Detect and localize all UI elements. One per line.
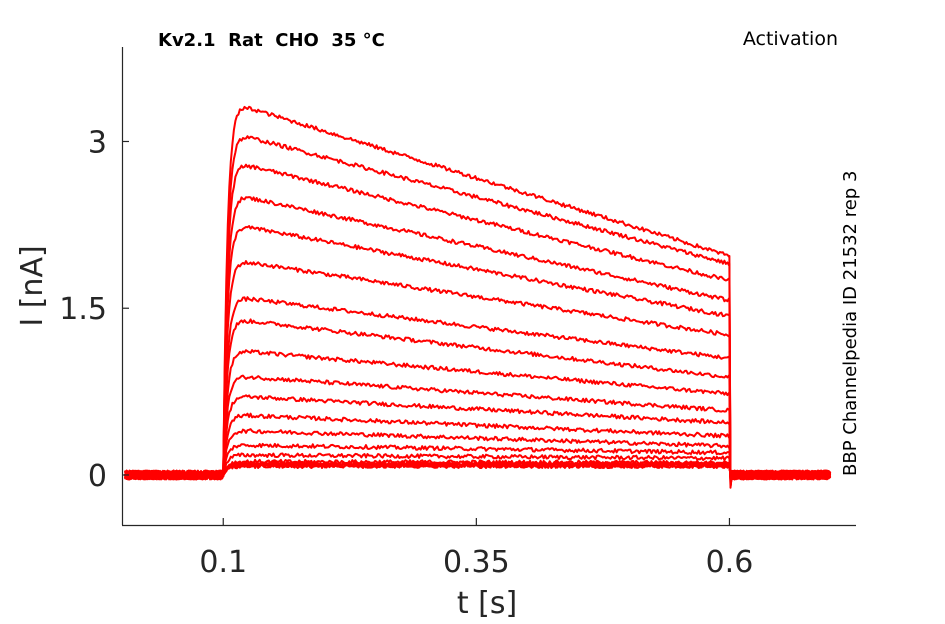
y-tick-label: 1.5 [59,292,107,327]
sweep-trace-15 [124,318,832,485]
traces-group [124,105,832,489]
y-tick-label: 3 [88,125,107,160]
sweep-trace-11 [124,412,831,482]
chart-title: Kv2.1 Rat CHO 35 °C [158,30,385,51]
x-tick-label: 0.6 [706,545,754,580]
sweep-trace-17 [124,260,832,486]
x-axis-label: t [s] [457,586,517,621]
protocol-label: Activation [743,28,838,50]
sweep-trace-16 [124,296,832,486]
sweep-trace-13 [124,374,832,484]
sweep-trace-20 [124,163,832,488]
sweep-trace-12 [124,394,832,483]
source-label: BBP Channelpedia ID 21532 rep 3 [840,171,861,476]
x-tick-label: 0.1 [199,545,247,580]
sweep-trace-14 [124,349,831,484]
y-axis-label: I [nA] [15,245,50,326]
sweep-trace-19 [124,196,831,487]
sweep-trace-18 [124,225,831,487]
x-tick-label: 0.35 [443,545,510,580]
sweep-trace-22 [124,105,831,489]
sweep-trace-7 [124,458,832,481]
sweep-trace-10 [124,428,832,482]
ticks-group: 0.1 0.35 0.6 0 1.5 3 [59,125,753,580]
sweep-trace-9 [124,442,831,481]
sweep-trace-8 [124,452,832,481]
axes-group [121,47,856,527]
y-tick-label: 0 [88,459,107,494]
sweep-trace-21 [124,135,832,489]
